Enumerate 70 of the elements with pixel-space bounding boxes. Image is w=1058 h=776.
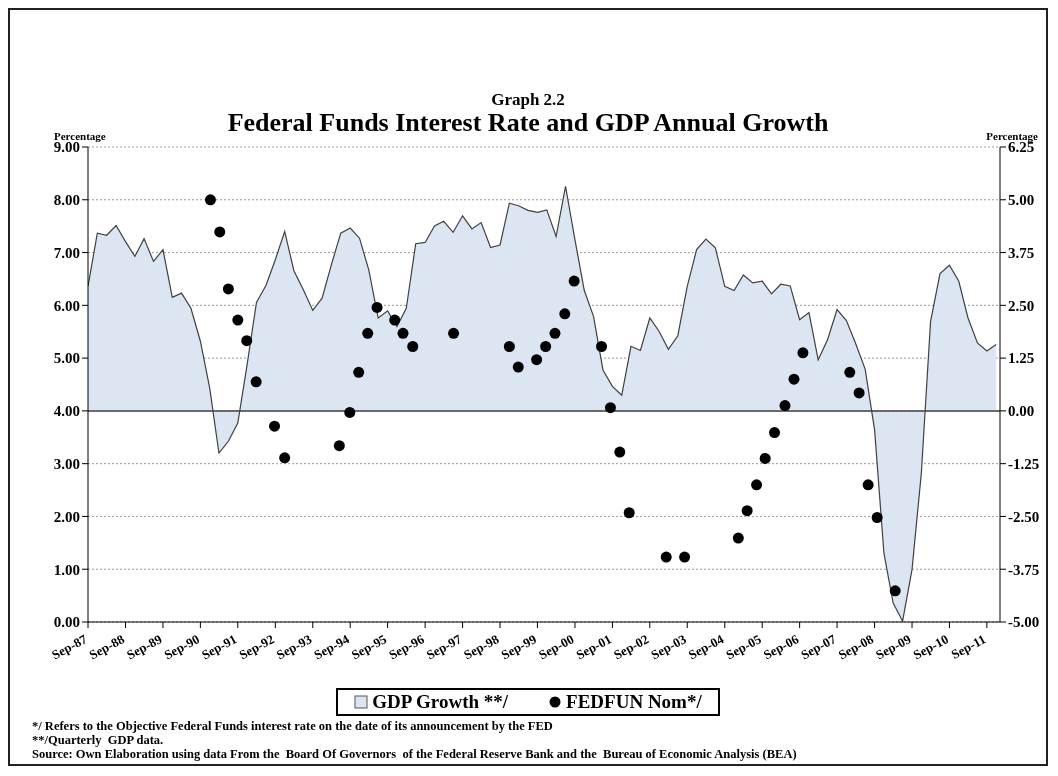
point	[549, 327, 561, 339]
point	[214, 226, 226, 238]
y2-tick-label: -5.00	[1008, 614, 1040, 631]
legend-label: FEDFUN Nom*/	[566, 691, 702, 713]
point	[531, 354, 543, 366]
legend-label: GDP Growth **/	[372, 691, 509, 713]
y2-tick-label: 2.50	[1008, 297, 1035, 314]
point	[540, 341, 552, 352]
text: **/Quarterly GDP data.	[32, 733, 165, 747]
y-tick-label: 0.00	[53, 614, 80, 631]
y2-tick-label: 3.75	[1008, 244, 1035, 261]
point	[559, 308, 571, 320]
point	[732, 532, 744, 544]
point	[604, 402, 616, 414]
point	[679, 551, 691, 563]
point	[871, 512, 883, 523]
point	[596, 341, 608, 352]
y2-tick-label: -3.75	[1008, 561, 1040, 578]
y-tick-label: 6.00	[53, 297, 80, 314]
point	[250, 376, 262, 388]
chart-title: Graph 2.2	[490, 90, 566, 110]
point	[779, 400, 791, 412]
point	[769, 427, 781, 439]
source-note: Source: Own Elaboration using data From the Board Of Governors of the Federal Reserve Bank and the Bureau of Economic Analysis (BEA)	[32, 747, 797, 761]
y-tick-label: 3.00	[53, 455, 80, 472]
point	[397, 327, 409, 339]
point	[759, 452, 771, 464]
point	[407, 341, 419, 352]
chart-subtitle: Federal Funds Interest Rate and GDP Annual Growth	[227, 108, 829, 137]
y2-tick-label: -1.25	[1008, 455, 1040, 472]
y-tick-label: 8.00	[53, 192, 80, 209]
y-tick-label: 2.00	[53, 508, 80, 525]
point	[269, 420, 281, 432]
point	[344, 406, 356, 418]
point	[222, 283, 234, 295]
y2-tick-label: 5.00	[1008, 192, 1035, 209]
point	[353, 366, 365, 378]
point	[204, 194, 216, 206]
y-tick-label: 5.00	[53, 350, 80, 367]
y2-tick-label: 0.00	[1008, 403, 1035, 420]
point	[362, 327, 374, 339]
point	[279, 452, 291, 464]
y-axis-title: Percentage	[54, 130, 106, 142]
y-tick-label: 4.00	[53, 403, 80, 420]
point	[389, 314, 401, 326]
point	[862, 479, 874, 491]
point	[741, 505, 753, 517]
y-tick-label: 7.00	[53, 244, 80, 261]
point	[614, 446, 626, 458]
point	[448, 327, 460, 339]
y2-tick-label: -2.50	[1008, 508, 1040, 525]
point	[788, 373, 800, 385]
point	[333, 440, 345, 452]
y2-tick-label: 1.25	[1008, 350, 1035, 367]
point	[660, 551, 672, 563]
point	[512, 361, 524, 373]
point	[568, 275, 580, 287]
text: */ Refers to the Objective Federal Funds interest rate on the date of its announcement by the FED	[32, 719, 554, 733]
point	[371, 301, 383, 313]
point	[241, 335, 253, 347]
point	[503, 341, 515, 352]
y-tick-label: 9.00	[53, 139, 80, 156]
point	[623, 507, 635, 519]
point	[889, 585, 901, 597]
y-tick-label: 1.00	[53, 561, 80, 578]
point	[853, 387, 865, 399]
point	[844, 366, 856, 378]
point	[232, 314, 244, 326]
point	[751, 479, 763, 491]
point	[797, 347, 809, 359]
